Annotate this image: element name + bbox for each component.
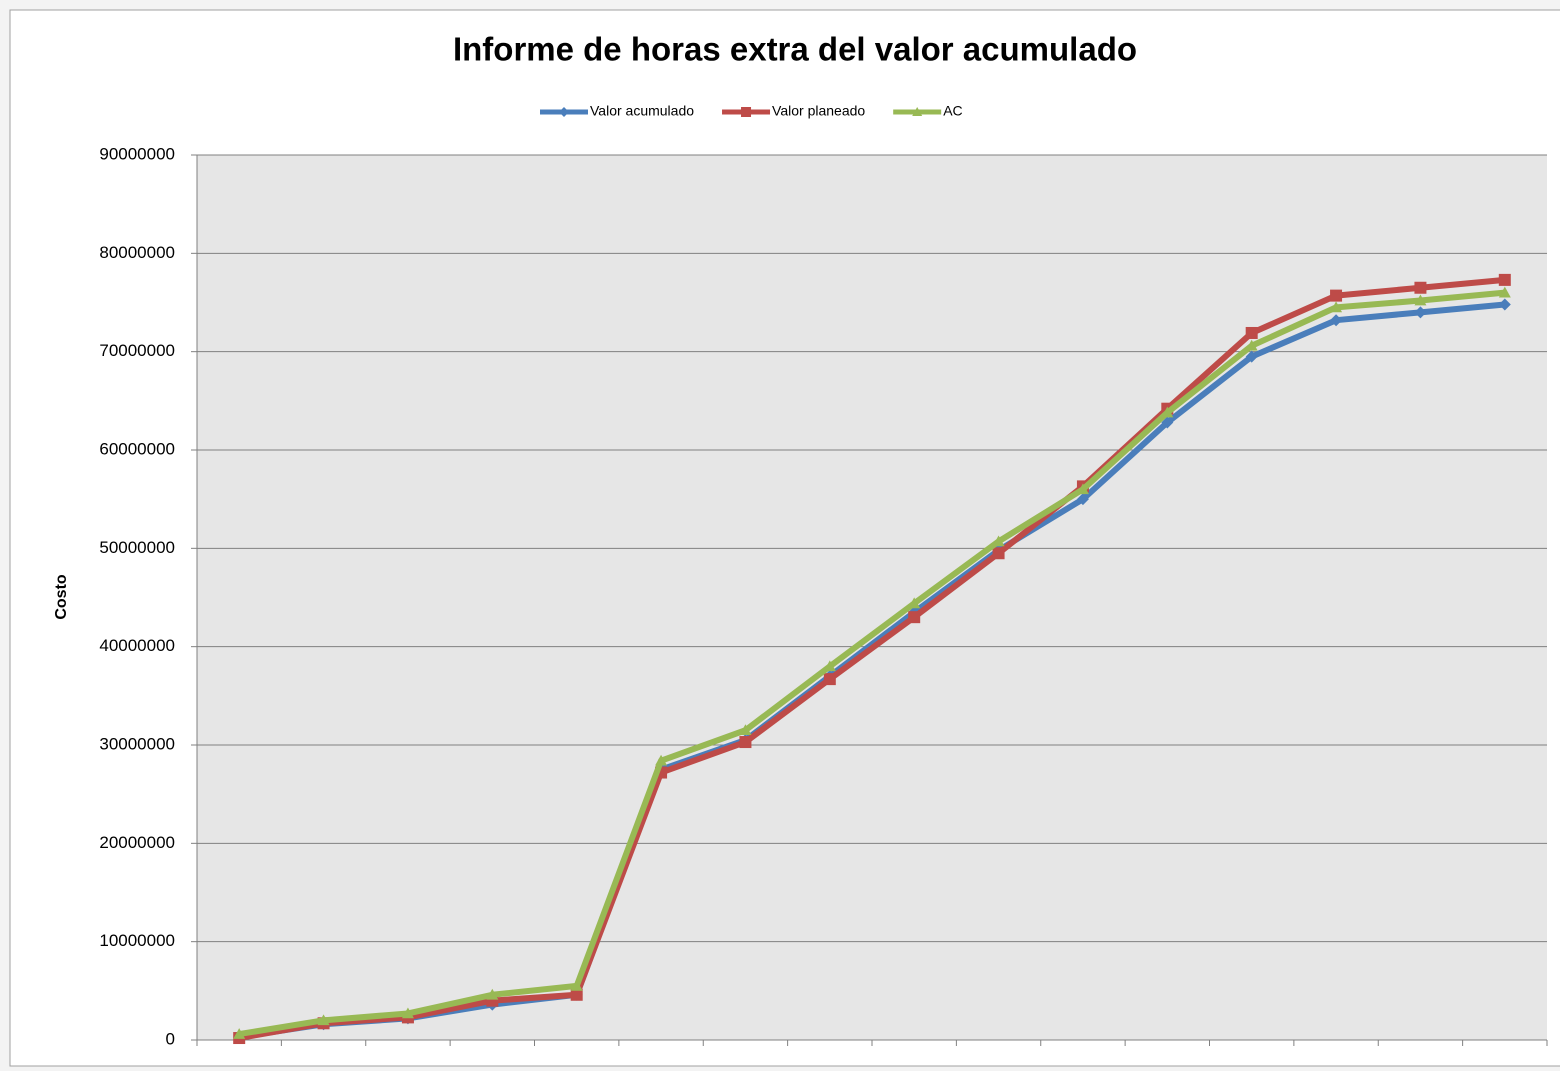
data-point xyxy=(823,660,836,672)
legend-label: Valor planeado xyxy=(772,103,865,119)
plot-area xyxy=(197,155,1547,1040)
data-point xyxy=(1330,314,1343,327)
series-line xyxy=(238,276,1506,1041)
y-tick-label: 60000000 xyxy=(99,439,175,458)
data-point xyxy=(1161,406,1174,418)
data-point xyxy=(1330,289,1343,302)
legend-marker xyxy=(559,107,569,117)
data-point xyxy=(1498,286,1511,298)
series-line xyxy=(238,289,1506,1038)
data-point xyxy=(908,611,921,624)
data-point xyxy=(1245,350,1258,363)
data-point xyxy=(739,736,752,749)
data-point xyxy=(1245,339,1258,351)
data-point xyxy=(1498,273,1511,286)
data-point xyxy=(401,1007,414,1019)
data-point xyxy=(655,754,668,766)
data-point xyxy=(1414,281,1427,294)
y-tick-label: 80000000 xyxy=(99,243,175,262)
y-tick-label: 10000000 xyxy=(99,931,175,950)
y-axis-label: Costo xyxy=(53,574,70,620)
data-point xyxy=(1414,306,1427,319)
legend-marker xyxy=(912,107,923,116)
data-point xyxy=(1076,493,1089,506)
y-tick-label: 90000000 xyxy=(99,144,175,163)
legend-label: AC xyxy=(943,103,962,119)
y-tick-label: 0 xyxy=(166,1029,175,1048)
legend-label: Valor acumulado xyxy=(590,103,694,119)
data-point xyxy=(1076,483,1089,495)
data-point xyxy=(570,979,583,991)
data-point xyxy=(486,988,499,1000)
data-point xyxy=(992,547,1005,560)
y-tick-label: 30000000 xyxy=(99,734,175,753)
data-point xyxy=(1414,294,1427,306)
chart-title: Informe de horas extra del valor acumula… xyxy=(453,31,1137,68)
legend-marker xyxy=(741,107,752,117)
y-tick-label: 20000000 xyxy=(99,833,175,852)
data-point xyxy=(233,1028,246,1039)
data-point xyxy=(739,724,752,736)
data-point xyxy=(823,673,836,686)
data-point xyxy=(992,535,1005,547)
data-point xyxy=(317,1014,330,1026)
y-tick-label: 70000000 xyxy=(99,341,175,360)
data-point xyxy=(1498,298,1511,311)
data-point xyxy=(570,988,583,1001)
data-point xyxy=(908,597,921,609)
data-point xyxy=(1161,416,1174,429)
data-point xyxy=(1245,326,1258,339)
y-tick-label: 50000000 xyxy=(99,538,175,557)
data-point xyxy=(1330,301,1343,313)
y-tick-label: 40000000 xyxy=(99,636,175,655)
